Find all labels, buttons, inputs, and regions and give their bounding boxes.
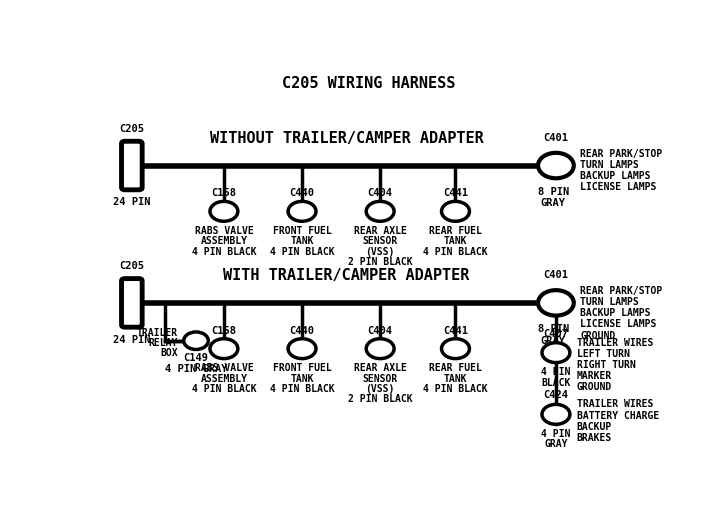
Text: TANK: TANK [290,236,314,247]
Text: BOX: BOX [161,348,178,358]
Text: REAR PARK/STOP: REAR PARK/STOP [580,286,662,296]
Text: C441: C441 [443,188,468,198]
Text: TANK: TANK [444,236,467,247]
Text: WITHOUT TRAILER/CAMPER ADAPTER: WITHOUT TRAILER/CAMPER ADAPTER [210,131,484,146]
Text: C149: C149 [184,354,209,363]
Text: BLACK: BLACK [541,378,571,388]
Text: MARKER: MARKER [577,371,612,381]
FancyBboxPatch shape [122,141,142,190]
Text: C404: C404 [368,188,392,198]
Text: 4 PIN BLACK: 4 PIN BLACK [270,247,334,257]
Text: 8 PIN: 8 PIN [538,187,569,197]
Text: C440: C440 [289,326,315,336]
Text: (VSS): (VSS) [366,384,395,394]
Text: TURN LAMPS: TURN LAMPS [580,160,639,170]
Text: TRAILER: TRAILER [137,328,178,338]
Text: 4 PIN: 4 PIN [541,368,571,377]
Text: BATTERY CHARGE: BATTERY CHARGE [577,410,659,420]
Text: TRAILER WIRES: TRAILER WIRES [577,338,653,348]
Circle shape [441,339,469,359]
Text: GRAY: GRAY [544,439,567,449]
Text: C440: C440 [289,188,315,198]
Circle shape [542,404,570,424]
Text: 4 PIN BLACK: 4 PIN BLACK [192,384,256,394]
Text: C205: C205 [120,261,144,271]
Text: C401: C401 [544,270,568,280]
Text: 4 PIN BLACK: 4 PIN BLACK [423,247,488,257]
Text: GROUND: GROUND [577,382,612,392]
Text: C424: C424 [544,390,568,400]
Text: REAR AXLE: REAR AXLE [354,363,407,373]
Text: FRONT FUEL: FRONT FUEL [273,226,331,236]
FancyBboxPatch shape [122,279,142,327]
Circle shape [538,290,574,315]
Text: TURN LAMPS: TURN LAMPS [580,297,639,307]
Circle shape [210,202,238,221]
Text: BACKUP LAMPS: BACKUP LAMPS [580,171,651,181]
Text: REAR FUEL: REAR FUEL [429,226,482,236]
Circle shape [210,339,238,359]
Text: BACKUP LAMPS: BACKUP LAMPS [580,308,651,318]
Text: C205 WIRING HARNESS: C205 WIRING HARNESS [282,76,456,91]
Text: REAR AXLE: REAR AXLE [354,226,407,236]
Text: C404: C404 [368,326,392,336]
Text: 4 PIN: 4 PIN [541,429,571,439]
Text: RABS VALVE: RABS VALVE [194,363,253,373]
Text: WITH TRAILER/CAMPER ADAPTER: WITH TRAILER/CAMPER ADAPTER [223,268,470,283]
Text: 4 PIN BLACK: 4 PIN BLACK [270,384,334,394]
Text: SENSOR: SENSOR [363,236,397,247]
Text: 24 PIN: 24 PIN [113,334,150,345]
Text: 8 PIN: 8 PIN [538,324,569,334]
Text: SENSOR: SENSOR [363,374,397,384]
Text: (VSS): (VSS) [366,247,395,257]
Text: BRAKES: BRAKES [577,433,612,443]
Circle shape [288,339,316,359]
Text: C205: C205 [120,124,144,134]
Text: GRAY: GRAY [541,336,566,345]
Text: C158: C158 [212,326,236,336]
Text: GROUND: GROUND [580,330,616,341]
Circle shape [288,202,316,221]
Text: C401: C401 [544,133,568,143]
Text: C441: C441 [443,326,468,336]
Text: LICENSE LAMPS: LICENSE LAMPS [580,182,657,192]
Circle shape [538,153,574,178]
Text: TRAILER WIRES: TRAILER WIRES [577,400,653,409]
Text: BACKUP: BACKUP [577,422,612,432]
Circle shape [366,202,394,221]
Text: REAR PARK/STOP: REAR PARK/STOP [580,148,662,159]
Text: REAR FUEL: REAR FUEL [429,363,482,373]
Text: 2 PIN BLACK: 2 PIN BLACK [348,257,413,267]
Text: ASSEMBLY: ASSEMBLY [200,236,248,247]
Circle shape [366,339,394,359]
Text: 4 PIN BLACK: 4 PIN BLACK [192,247,256,257]
Text: GRAY: GRAY [541,198,566,208]
Text: C407: C407 [544,329,568,339]
Circle shape [542,343,570,362]
Text: 2 PIN BLACK: 2 PIN BLACK [348,394,413,404]
Text: LEFT TURN: LEFT TURN [577,349,629,359]
Text: RIGHT TURN: RIGHT TURN [577,360,635,370]
Text: RELAY: RELAY [149,338,178,348]
Text: C158: C158 [212,188,236,198]
Text: TANK: TANK [444,374,467,384]
Text: 4 PIN BLACK: 4 PIN BLACK [423,384,488,394]
Circle shape [184,332,208,349]
Text: ASSEMBLY: ASSEMBLY [200,374,248,384]
Circle shape [441,202,469,221]
Text: RABS VALVE: RABS VALVE [194,226,253,236]
Text: LICENSE LAMPS: LICENSE LAMPS [580,320,657,329]
Text: 4 PIN GRAY: 4 PIN GRAY [165,364,228,374]
Text: 24 PIN: 24 PIN [113,197,150,207]
Text: FRONT FUEL: FRONT FUEL [273,363,331,373]
Text: TANK: TANK [290,374,314,384]
